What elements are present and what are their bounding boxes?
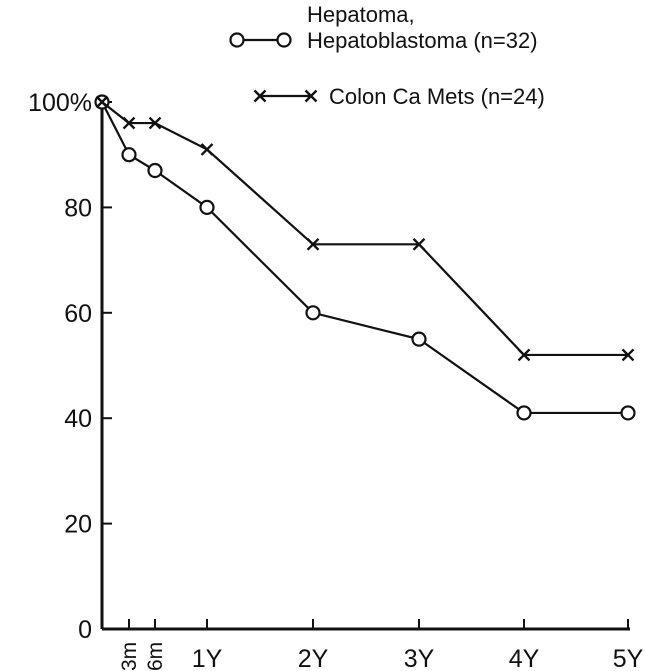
x-tick-label: 1Y xyxy=(192,645,223,671)
x-marker-stroke xyxy=(621,348,635,362)
series-hepatoma xyxy=(94,94,636,421)
x-tick-label: 2Y xyxy=(298,645,329,671)
data-point xyxy=(199,199,215,215)
axes xyxy=(100,98,630,631)
x-tick-label: 4Y xyxy=(509,645,540,671)
data-point xyxy=(306,237,320,251)
x-marker-stroke xyxy=(200,143,214,156)
series-line xyxy=(101,101,628,415)
legend-label: Hepatoblastoma (n=32) xyxy=(307,28,538,53)
y-tick-label: 0 xyxy=(78,616,92,644)
data-point xyxy=(122,116,136,130)
y-tick-label: 100% xyxy=(28,89,92,117)
x-marker-stroke xyxy=(95,95,109,109)
x-tick-label: 5Y xyxy=(613,645,644,671)
data-point xyxy=(147,162,163,179)
x-marker-stroke xyxy=(148,116,162,130)
y-tick-label: 20 xyxy=(64,511,92,539)
data-point xyxy=(620,405,636,421)
data-point xyxy=(305,305,321,321)
data-point xyxy=(200,143,214,156)
x-marker-stroke xyxy=(253,89,267,103)
x-tick-label: 3Y xyxy=(404,645,435,671)
legend: Hepatoma,Hepatoblastoma (n=32) Colon Ca M… xyxy=(229,2,545,109)
data-point xyxy=(148,116,162,130)
legend-label: Hepatoma, xyxy=(307,2,415,27)
x-axis-labels: 3m 6m 1Y 2Y 3Y 4Y 5Y xyxy=(118,642,644,671)
data-point xyxy=(411,331,427,347)
data-point xyxy=(621,348,635,362)
legend-label: Colon Ca Mets (n=24) xyxy=(329,84,545,109)
data-point xyxy=(95,95,109,109)
x-marker-stroke xyxy=(517,348,531,362)
legend-circle-marker xyxy=(229,32,245,48)
series-line xyxy=(101,101,628,357)
x-marker-stroke xyxy=(122,116,136,130)
legend-x-marker xyxy=(253,89,267,103)
data-point xyxy=(412,237,426,251)
legend-item-hepatoma: Hepatoma,Hepatoblastoma (n=32) xyxy=(229,2,538,53)
y-axis-labels: 0 20 40 60 80 100% xyxy=(28,89,92,644)
legend-item-colon-ca-mets: Colon Ca Mets (n=24) xyxy=(253,84,545,109)
x-tick-label: 3m xyxy=(118,642,141,671)
y-tick-label: 40 xyxy=(64,405,92,433)
series-colon-ca-mets xyxy=(95,95,635,362)
x-tick-label: 6m xyxy=(144,642,167,671)
series-layer xyxy=(94,94,636,421)
legend-x-marker xyxy=(304,89,318,103)
x-marker-stroke xyxy=(412,237,426,251)
data-point xyxy=(121,147,137,163)
legend-circle-marker xyxy=(276,32,292,48)
x-marker-stroke xyxy=(304,89,318,103)
y-tick-label: 60 xyxy=(64,300,92,328)
data-point xyxy=(517,348,531,362)
y-tick-label: 80 xyxy=(64,194,92,222)
x-marker-stroke xyxy=(306,237,320,251)
data-point xyxy=(516,405,532,421)
